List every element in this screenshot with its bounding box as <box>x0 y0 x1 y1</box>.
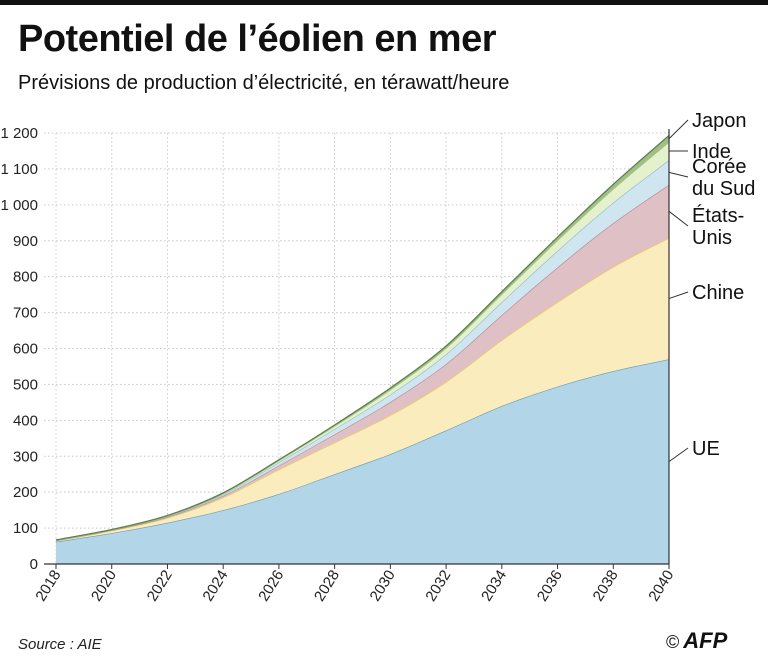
agency-credit: © AFP <box>666 628 727 654</box>
copyright-symbol: © <box>666 632 680 652</box>
label-leader--tats-unis <box>668 210 689 227</box>
x-tick-label: 2038 <box>590 567 622 604</box>
x-tick-label: 2030 <box>367 567 399 604</box>
series-label--tats-unis: États- <box>692 204 744 227</box>
area-edge-japon <box>55 135 670 541</box>
top-rule <box>0 0 768 5</box>
series-label-japon: Japon <box>692 110 747 132</box>
area-chine <box>56 237 669 542</box>
label-leader-chine <box>668 291 689 300</box>
x-tick-label: 2040 <box>645 567 677 604</box>
series-label-chine: Chine <box>692 282 744 304</box>
x-tick-label: 2032 <box>422 567 454 604</box>
label-leader-cor-e-du-sud <box>668 171 689 178</box>
y-tick-label: 400 <box>13 412 38 429</box>
x-tick-label: 2022 <box>144 567 176 604</box>
series-label-ue: UE <box>692 438 720 460</box>
x-tick-label: 2028 <box>311 567 343 604</box>
x-tick-label: 2034 <box>478 567 510 604</box>
stacked-areas <box>55 135 670 564</box>
series-label-cor-e-du-sud: du Sud <box>692 178 755 200</box>
y-tick-label: 100 <box>13 520 38 537</box>
x-tick-label: 2020 <box>88 567 120 604</box>
y-tick-label: 200 <box>13 484 38 501</box>
y-tick-label: 600 <box>13 341 38 358</box>
chart-subtitle: Prévisions de production d’électricité, … <box>18 72 510 94</box>
y-tick-label: 900 <box>13 233 38 250</box>
x-tick-label: 2024 <box>199 567 231 604</box>
series-label--tats-unis: Unis <box>692 227 732 249</box>
label-leader-ue <box>668 447 689 463</box>
y-tick-label: 1 100 <box>0 161 38 178</box>
series-label-inde: Inde <box>692 141 731 163</box>
source-note: Source : AIE <box>18 636 102 653</box>
series-label-cor-e-du-sud: Corée <box>692 156 746 178</box>
y-tick-label: 500 <box>13 376 38 393</box>
agency-logo: AFP <box>683 628 728 653</box>
x-tick-label: 2036 <box>534 567 566 604</box>
y-tick-label: 300 <box>13 448 38 465</box>
y-tick-label: 1 200 <box>0 125 38 142</box>
label-leader-japon <box>668 119 689 140</box>
area-ue <box>56 359 669 564</box>
x-tick-label: 2026 <box>255 567 287 604</box>
chart-title: Potentiel de l’éolien en mer <box>18 18 497 60</box>
y-tick-label: 0 <box>30 556 38 573</box>
y-tick-label: 1 000 <box>0 197 38 214</box>
y-tick-label: 700 <box>13 305 38 322</box>
y-tick-label: 800 <box>13 269 38 286</box>
